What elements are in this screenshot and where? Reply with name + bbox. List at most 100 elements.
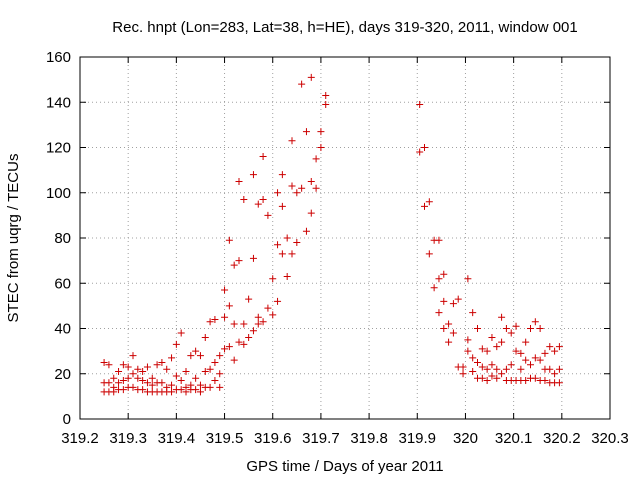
x-tick-label: 319.2: [61, 430, 99, 447]
data-point: [440, 297, 448, 305]
data-point: [110, 388, 118, 396]
data-point: [283, 272, 291, 280]
data-point: [216, 370, 224, 378]
data-point: [293, 189, 301, 197]
x-tick-label: 320.2: [543, 430, 581, 447]
data-point: [430, 284, 438, 292]
data-point: [488, 334, 496, 342]
x-tick-label: 319.7: [302, 430, 340, 447]
data-point: [230, 261, 238, 269]
data-point: [435, 236, 443, 244]
x-tick-label: 319.9: [398, 430, 436, 447]
data-point: [440, 270, 448, 278]
data-point: [522, 356, 530, 364]
data-point: [459, 370, 467, 378]
data-point: [221, 345, 229, 353]
y-tick-label: 160: [46, 49, 71, 66]
chart-title: Rec. hnpt (Lon=283, Lat=38, h=HE), days …: [112, 19, 577, 36]
data-point: [498, 313, 506, 321]
data-point: [211, 358, 219, 366]
data-point: [478, 363, 486, 371]
data-point: [536, 356, 544, 364]
data-point: [129, 370, 137, 378]
data-point: [168, 388, 176, 396]
data-point: [177, 386, 185, 394]
data-point: [478, 374, 486, 382]
data-point: [225, 302, 233, 310]
data-point: [474, 325, 481, 332]
data-point: [445, 320, 453, 328]
y-tick-label: 140: [46, 94, 71, 111]
data-point: [278, 171, 286, 179]
data-point: [307, 209, 315, 217]
data-point: [105, 361, 113, 369]
data-point: [168, 354, 176, 362]
data-point: [541, 349, 549, 357]
data-point: [522, 377, 530, 385]
data-point: [192, 386, 200, 394]
data-point: [216, 383, 224, 391]
data-point: [172, 340, 180, 348]
data-point: [100, 358, 108, 366]
data-point: [163, 365, 171, 373]
data-point: [517, 349, 525, 357]
y-tick-label: 60: [54, 275, 71, 292]
data-point: [527, 325, 534, 332]
data-point: [124, 363, 132, 371]
data-point: [105, 379, 113, 387]
data-point: [317, 128, 325, 136]
data-point: [139, 367, 147, 375]
data-point: [221, 286, 229, 294]
data-point: [182, 388, 190, 396]
data-point: [507, 361, 515, 369]
data-point: [551, 347, 559, 355]
data-point: [206, 365, 214, 373]
data-point: [187, 352, 195, 360]
data-point: [254, 200, 262, 208]
data-point: [483, 377, 491, 385]
y-tick-label: 40: [54, 321, 71, 338]
data-point: [283, 234, 291, 242]
data-point: [469, 367, 477, 375]
data-point: [416, 148, 424, 156]
x-tick-label: 319.8: [350, 430, 388, 447]
data-point: [478, 345, 486, 353]
data-point: [435, 275, 443, 283]
data-point: [225, 236, 233, 244]
x-tick-label: 319.6: [254, 430, 292, 447]
data-point: [421, 144, 428, 151]
x-tick-label: 320: [453, 430, 478, 447]
data-point: [493, 374, 501, 382]
data-point: [249, 254, 257, 262]
data-point: [201, 367, 209, 375]
data-point: [469, 354, 477, 362]
data-point: [312, 155, 320, 163]
data-point: [307, 177, 315, 185]
data-point: [259, 153, 267, 161]
data-point: [531, 374, 539, 382]
data-point: [483, 347, 491, 355]
data-point: [322, 101, 330, 109]
data-point: [211, 315, 219, 323]
data-point: [546, 365, 554, 373]
data-point: [115, 367, 123, 375]
data-point: [440, 325, 448, 332]
data-point: [512, 347, 520, 355]
data-point: [129, 352, 137, 360]
data-point: [269, 311, 277, 319]
data-point: [298, 184, 306, 192]
data-point: [196, 388, 204, 396]
data-point: [278, 202, 286, 210]
data-point: [182, 367, 190, 375]
data-point: [464, 336, 472, 344]
data-point: [555, 365, 563, 373]
data-point: [459, 363, 467, 371]
data-point: [139, 386, 147, 394]
data-point: [139, 377, 147, 385]
data-point: [555, 343, 563, 351]
data-point: [110, 374, 118, 382]
data-point: [211, 377, 219, 385]
data-point: [254, 313, 262, 321]
data-point: [196, 352, 204, 360]
